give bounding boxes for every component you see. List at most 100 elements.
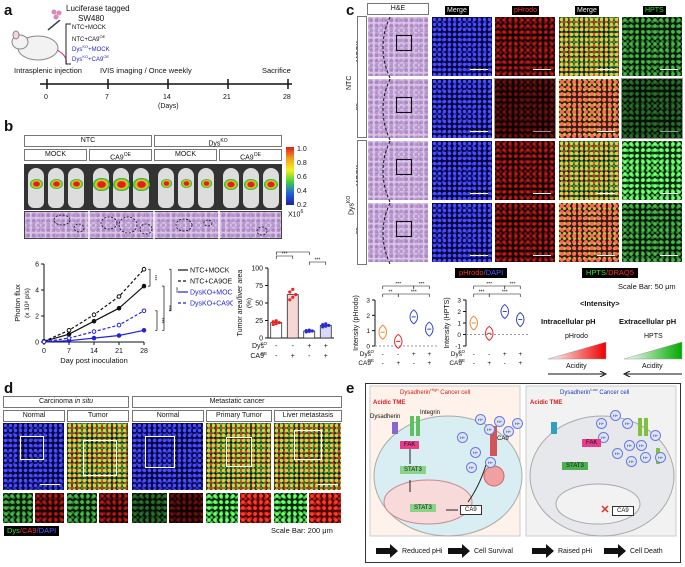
row1-label: Dys	[360, 351, 372, 358]
y-tick-label: 2	[35, 314, 39, 321]
data-point	[116, 305, 122, 311]
col-merge-2: Merge	[575, 6, 599, 15]
row-group-dys: DysKO	[346, 195, 356, 215]
data-point	[91, 329, 97, 334]
row1-sup: KO	[260, 341, 267, 346]
header-mock-2: MOCK	[154, 149, 217, 161]
panel-c-image-tile	[431, 202, 493, 263]
x-tick-label: 28	[140, 348, 148, 355]
header-metastatic: Metastatic cancer	[132, 396, 342, 408]
y-tick-label: 6	[35, 262, 39, 269]
bioluminescence-signal	[92, 177, 110, 192]
ivis-colorbar	[286, 147, 294, 205]
row1-sign: +	[518, 351, 522, 358]
x-tick-label: 14	[90, 348, 98, 355]
phrodo-ramp	[548, 342, 607, 360]
timeline	[40, 79, 292, 89]
step-sacrifice: Sacrifice	[262, 66, 291, 75]
bioluminescence-signal	[49, 178, 63, 190]
ivis-mouse	[68, 168, 84, 208]
proton-marker: H+	[596, 418, 607, 429]
intracellular-ph-label: Intracellular pH	[541, 317, 596, 326]
bioluminescence-signal	[132, 177, 150, 192]
y-tick-label: 3	[366, 298, 370, 305]
row2-sign: -	[473, 360, 475, 367]
proton-marker: H+	[650, 430, 661, 441]
row1-sign: -	[397, 351, 399, 358]
legend-dys-ca9-dapi: Dys/CA9/DAPI	[4, 526, 60, 536]
sig-label: ***	[315, 258, 321, 264]
panel-c-image-tile	[367, 202, 429, 264]
col-he: H&E	[367, 3, 429, 15]
header-dys: DysKO	[154, 135, 282, 147]
row1-sign: +	[412, 351, 416, 358]
group-bracket	[65, 23, 71, 65]
violin-shape	[485, 325, 494, 341]
row2-sign: +	[291, 353, 295, 360]
schematic-frame	[365, 383, 681, 563]
panel-c-image-tile	[494, 140, 556, 201]
ivis-mouse	[198, 168, 214, 208]
row2-sup: OE	[458, 358, 465, 363]
tumor-boundary	[382, 79, 391, 140]
row2-sign: +	[427, 360, 431, 367]
bar-point	[274, 319, 278, 323]
panel-c-image-tile	[621, 140, 683, 201]
panel-c-image-tile	[621, 202, 683, 263]
row1-sign: -	[473, 351, 475, 358]
cell-line-label: SW480	[78, 14, 105, 23]
fak-box-right: FAK	[582, 439, 602, 447]
legend-label: DysKO+CA9OE	[190, 301, 233, 308]
bar-point	[327, 323, 331, 327]
tumor-boundary	[382, 141, 391, 202]
bar-point	[274, 321, 278, 326]
panel-label-e: e	[346, 380, 355, 397]
row1-sign: -	[382, 351, 384, 358]
col-normal-1: Normal	[3, 410, 65, 422]
proton-marker: H+	[612, 448, 623, 459]
tick-28: 28	[283, 94, 291, 101]
panel-c-image-tile	[431, 140, 493, 201]
acidity-label-2: Acidity	[642, 363, 663, 370]
bioluminescence-signal	[160, 179, 172, 189]
scale-0.8: 0.8	[297, 160, 307, 167]
row1-sign: +	[307, 343, 311, 350]
y-tick-label: 4	[35, 288, 39, 295]
d-primary-tumor-image	[206, 423, 271, 490]
cells-icon	[51, 9, 62, 20]
bioluminescence-signal	[180, 179, 192, 189]
sig-label: ***	[510, 282, 516, 288]
scale-1.0: 1.0	[297, 146, 307, 153]
sig-bracket	[148, 268, 151, 287]
y-axis-label: Intensity (HPTS)	[444, 297, 451, 348]
data-point	[66, 331, 72, 337]
sig-label: ***	[395, 282, 401, 288]
stat3-dna-box: STAT3	[410, 504, 436, 512]
proton-marker: H+	[494, 416, 505, 427]
row2-sign: -	[413, 360, 415, 367]
row1-sign: -	[292, 343, 295, 350]
sig-label: ***	[165, 305, 171, 311]
bar-point	[288, 298, 292, 302]
group-dys-ca9: DysKO+CA9OE	[72, 54, 110, 64]
header-mock-1: MOCK	[24, 149, 87, 161]
row1-sign: -	[275, 343, 278, 350]
sig-bracket	[488, 293, 521, 297]
panel-c-image-tile	[621, 16, 683, 77]
bar-point	[324, 322, 328, 326]
y-axis-unit: (x 10⁸ p/s)	[24, 288, 31, 318]
violin-shape	[425, 321, 434, 337]
y-axis-label: Tumor area/liver area	[237, 270, 244, 337]
d-tumor-image	[67, 423, 128, 490]
sig-label: ***	[411, 290, 417, 296]
right-outcome-1: Raised pHi	[558, 548, 593, 555]
group-ntc-ca9: NTC+CA9OE	[72, 34, 106, 44]
panel-c-image-tile	[558, 140, 620, 201]
panel-c-image-tile	[494, 78, 556, 139]
ca9-protein-label: CA9	[497, 436, 509, 442]
panel-c-image-tile	[558, 78, 620, 139]
row-group-ntc: NTC	[346, 75, 353, 90]
ca9-gene-right: CA9	[612, 506, 634, 516]
acidity-arrow-2	[622, 371, 682, 377]
y-axis-label: Intensity (pHrodo)	[353, 295, 360, 351]
